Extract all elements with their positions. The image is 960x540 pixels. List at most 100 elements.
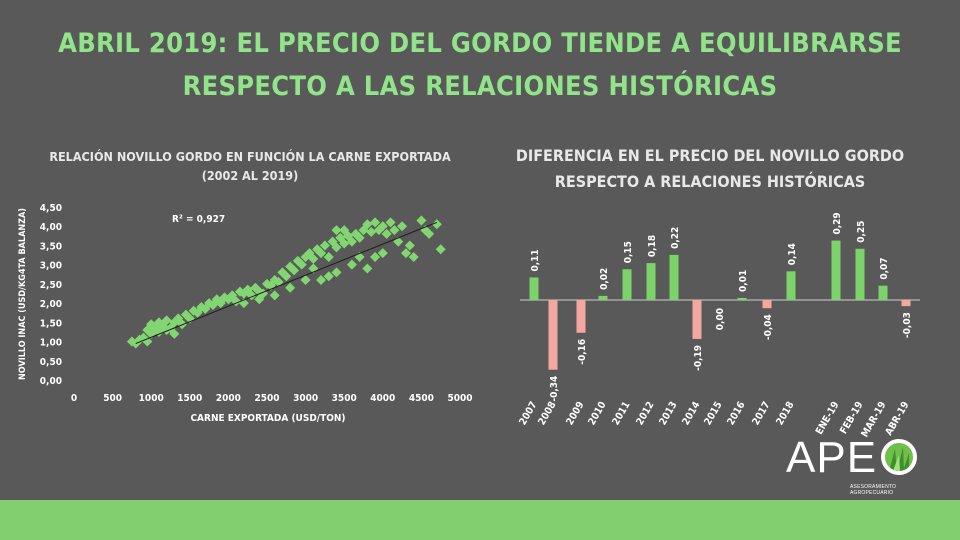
scatter-x-tick: 2000 [216, 393, 241, 404]
bar-category-label: 2016 [726, 400, 748, 427]
bar-value-label: 0,07 [879, 257, 890, 279]
bar [831, 240, 841, 300]
ape-logo: APE ASESORAMIENTO AGROPECUARIO [786, 433, 936, 496]
bar [737, 297, 747, 300]
scatter-x-tick: 4500 [409, 393, 434, 404]
scatter-point [389, 225, 400, 236]
bar [622, 269, 632, 300]
scatter-point [319, 240, 330, 251]
scatter-r2-annotation: R² = 0,927 [172, 214, 225, 225]
scatter-point [331, 242, 342, 253]
scatter-point [300, 275, 311, 286]
bar-category-label: 2013 [658, 400, 680, 427]
bar-category-label: 2018 [775, 400, 797, 427]
scatter-y-tick: 0,50 [40, 357, 62, 368]
scatter-x-tick: 3000 [293, 393, 318, 404]
bar-category-label: 2010 [587, 400, 609, 427]
bar [598, 295, 608, 300]
scatter-point [354, 232, 365, 243]
scatter-point [146, 321, 157, 332]
scatter-point [370, 217, 381, 228]
scatter-y-tick: 2,50 [40, 280, 62, 291]
bar-category-label: 2008 [537, 400, 559, 427]
scatter-point [285, 282, 296, 293]
bar-value-label: 0,11 [530, 249, 541, 271]
scatter-y-tick: 0,00 [40, 376, 62, 387]
slide-title-line1: ABRIL 2019: EL PRECIO DEL GORDO TIENDE A… [58, 28, 902, 59]
scatter-point [308, 253, 319, 264]
bar [669, 254, 679, 300]
bar-category-label: 2009 [565, 400, 587, 427]
bar-value-label: 0,22 [670, 227, 681, 249]
bar [855, 248, 865, 300]
scatter-point [408, 251, 419, 262]
scatter-point [296, 259, 307, 270]
scatter-point [370, 251, 381, 262]
scatter-point [404, 240, 415, 251]
scatter-point [339, 225, 350, 236]
scatter-point [316, 248, 327, 259]
scatter-x-tick: 500 [103, 393, 122, 404]
bar-subtitle: RESPECTO A RELACIONES HISTÓRICAS [554, 172, 866, 191]
scatter-point [331, 267, 342, 278]
bar [576, 300, 586, 333]
bar-value-label: -0,16 [577, 339, 588, 365]
bar-category-label: 2007 [518, 400, 540, 427]
scatter-x-label: CARNE EXPORTADA (USD/TON) [190, 413, 345, 424]
bar [692, 300, 702, 339]
scatter-x-tick: 1000 [139, 393, 164, 404]
bar-value-label: -0,19 [693, 345, 704, 371]
bar [646, 263, 656, 300]
scatter-y-label: NOVILLO INAC (USD/KG4TA BALANZA) [18, 208, 28, 380]
scatter-point [161, 315, 172, 326]
bar-category-label: 2014 [681, 400, 703, 427]
bar-value-label: 0,18 [647, 235, 658, 257]
bar-value-label: 0,14 [787, 243, 798, 265]
scatter-y-tick: 3,50 [40, 241, 62, 252]
bar-value-label: -0,34 [549, 376, 560, 402]
scatter-point [381, 228, 392, 239]
scatter-point [281, 271, 292, 282]
bar [786, 271, 796, 300]
scatter-y-tick: 2,00 [40, 299, 62, 310]
scatter-x-tick: 5000 [447, 393, 472, 404]
scatter-y-tick: 4,50 [40, 203, 62, 214]
scatter-point [289, 265, 300, 276]
scatter-point [250, 282, 261, 293]
logo-text: APE [786, 433, 878, 482]
logo-subtitle: ASESORAMIENTO AGROPECUARIO [850, 484, 897, 496]
scatter-point [339, 238, 350, 249]
scatter-point [431, 219, 442, 230]
bar-category-label: 2011 [611, 400, 633, 427]
bar-value-label: 0,25 [856, 221, 867, 243]
scatter-point [377, 221, 388, 232]
bar-value-label: 0,15 [623, 241, 634, 263]
scatter-point [435, 244, 446, 255]
bar-category-label: 2017 [751, 400, 773, 427]
scatter-y-tick: 1,50 [40, 318, 62, 329]
bar [529, 277, 539, 300]
scatter-y-tick: 3,00 [40, 261, 62, 272]
scatter-point [424, 228, 435, 239]
bar-value-label: 0,02 [599, 268, 610, 290]
bar-title: DIFERENCIA EN EL PRECIO DEL NOVILLO GORD… [515, 146, 905, 165]
scatter-point [273, 276, 284, 287]
scatter-point [362, 219, 373, 230]
bar-value-label: -0,04 [763, 314, 774, 340]
scatter-point [346, 259, 357, 270]
scatter-point [377, 248, 388, 259]
scatter-point [366, 226, 377, 237]
logo-grass-icon [881, 439, 917, 475]
scatter-point [177, 319, 188, 330]
bar [762, 300, 772, 309]
scatter-x-tick: 1500 [177, 393, 202, 404]
bar [901, 300, 911, 307]
bar [548, 300, 558, 370]
scatter-point [400, 248, 411, 259]
scatter-point [269, 290, 280, 301]
scatter-point [169, 328, 180, 339]
bar-category-label: 2012 [635, 400, 657, 427]
bar [878, 285, 888, 300]
